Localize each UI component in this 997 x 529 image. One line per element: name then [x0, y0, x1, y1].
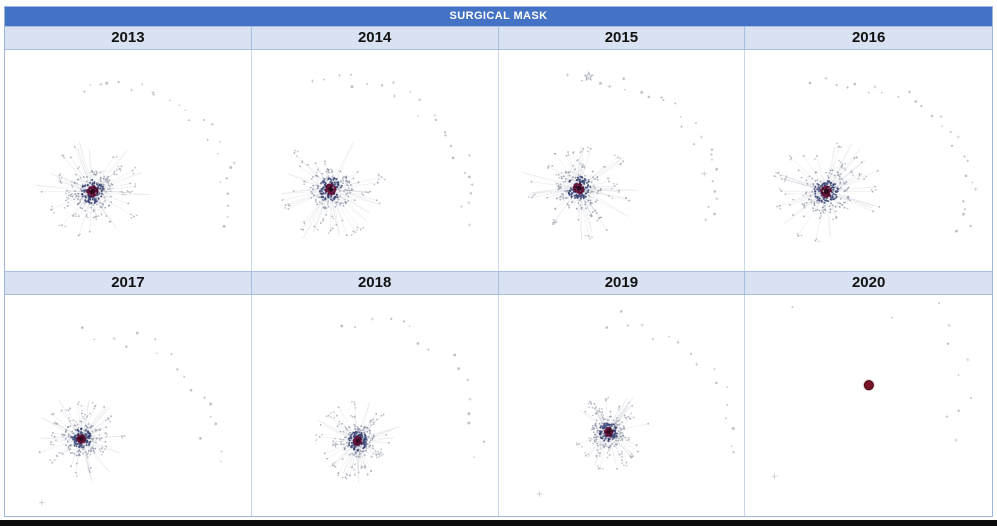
network-panel-2020 — [745, 295, 992, 516]
network-graph-2019 — [536, 310, 735, 497]
year-header-2014: 2014 — [252, 27, 499, 49]
network-panel-2017 — [5, 295, 252, 516]
figure-title: SURGICAL MASK — [5, 7, 992, 26]
year-header-2015: 2015 — [499, 27, 746, 49]
year-header-2016: 2016 — [851, 29, 886, 46]
year-header-2017: 2017 — [5, 272, 252, 294]
network-graph-2017 — [38, 326, 223, 506]
network-graph-2020 — [771, 302, 973, 480]
network-panel-2014 — [251, 50, 499, 271]
panel-row-2 — [5, 295, 992, 516]
year-header-2013: 2013 — [5, 27, 252, 49]
network-graph-2018 — [315, 317, 486, 484]
network-panel-2018 — [251, 295, 499, 516]
network-graph-2016 — [773, 76, 978, 243]
year-header-2019: 2019 — [499, 272, 746, 294]
network-panel-2016 — [745, 50, 992, 271]
panel-row-1 — [5, 50, 992, 271]
year-header-row-2: 2017 2018 2019 2020 — [5, 271, 992, 295]
network-panel-2013 — [5, 50, 252, 271]
network-panel-2015 — [498, 50, 746, 271]
network-panel-2019 — [498, 295, 746, 516]
slide-bottom-border — [0, 520, 997, 526]
year-header-2020: 2020 — [851, 274, 886, 291]
year-header-2018: 2018 — [252, 272, 499, 294]
figure-table: SURGICAL MASK 2013 2014 2015 2016 2017 2… — [4, 6, 993, 517]
year-header-row-1: 2013 2014 2015 2016 — [5, 26, 992, 50]
network-graph-2015 — [522, 71, 718, 241]
network-graph-2014 — [281, 73, 474, 239]
network-graph-2013 — [35, 80, 236, 237]
